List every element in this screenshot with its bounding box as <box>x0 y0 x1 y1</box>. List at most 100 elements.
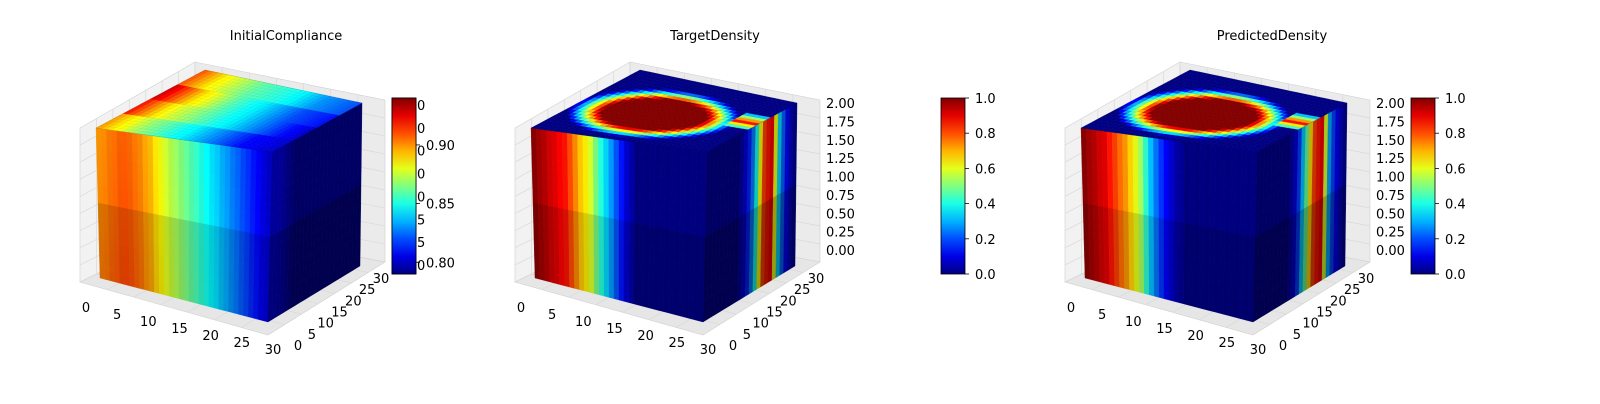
voxel <box>153 185 158 196</box>
voxel <box>1115 276 1120 287</box>
voxel <box>644 215 649 226</box>
voxel <box>553 198 558 209</box>
voxel <box>609 158 614 169</box>
voxel <box>184 260 189 271</box>
voxel <box>609 139 614 150</box>
voxel <box>559 246 564 257</box>
voxel <box>559 265 564 276</box>
voxel <box>107 158 112 168</box>
voxel <box>1134 203 1139 214</box>
voxel <box>1220 189 1225 200</box>
voxel <box>780 263 784 276</box>
voxel <box>1210 187 1215 198</box>
voxel <box>540 261 545 272</box>
voxel <box>569 268 574 279</box>
voxel <box>215 195 220 206</box>
z-tick-label: 0.75 <box>826 189 855 204</box>
voxel <box>639 204 644 215</box>
voxel <box>1169 290 1174 301</box>
voxel <box>619 200 624 211</box>
voxel <box>1209 290 1214 302</box>
y-tick-label: 5 <box>308 328 316 343</box>
voxel <box>1225 221 1230 232</box>
voxel <box>1099 225 1104 236</box>
voxel <box>299 291 303 304</box>
y-tick-label: 0 <box>729 339 737 354</box>
voxel <box>210 154 215 165</box>
voxel <box>604 217 609 228</box>
voxel <box>1092 139 1097 149</box>
voxel <box>655 166 660 177</box>
voxel <box>554 255 559 266</box>
voxel <box>179 199 184 210</box>
voxel <box>569 220 574 231</box>
voxel <box>644 194 649 205</box>
voxel <box>660 218 665 229</box>
voxel <box>558 198 563 209</box>
voxel <box>694 277 699 289</box>
voxel <box>169 286 174 297</box>
voxel <box>568 200 573 211</box>
voxel <box>609 208 614 219</box>
voxel <box>738 288 742 301</box>
voxel <box>220 145 225 156</box>
voxel <box>583 164 588 175</box>
voxel <box>1164 179 1169 190</box>
voxel <box>249 244 254 256</box>
voxel <box>609 258 614 269</box>
voxel <box>148 155 153 166</box>
voxel <box>700 204 705 216</box>
voxel <box>583 174 588 185</box>
voxel <box>240 231 245 242</box>
voxel <box>224 228 229 239</box>
voxel <box>614 159 619 170</box>
voxel <box>98 184 103 194</box>
voxel <box>1133 145 1138 156</box>
voxel <box>1179 262 1184 273</box>
voxel <box>1097 140 1102 150</box>
voxel <box>689 255 694 267</box>
voxel <box>547 159 552 169</box>
voxel <box>199 183 204 194</box>
voxel <box>169 138 174 149</box>
voxel <box>263 310 268 322</box>
voxel <box>329 272 333 285</box>
voxel <box>1184 233 1189 244</box>
voxel <box>149 233 154 244</box>
voxel <box>104 223 109 234</box>
voxel <box>1124 269 1129 280</box>
voxel <box>1098 178 1103 189</box>
voxel <box>144 212 149 223</box>
voxel <box>749 281 753 294</box>
panel-title: TargetDensity <box>669 29 760 44</box>
voxel <box>1200 185 1205 196</box>
voxel <box>562 132 567 142</box>
voxel <box>179 169 184 180</box>
voxel <box>224 280 229 292</box>
voxel <box>1133 135 1138 145</box>
voxel <box>578 154 583 165</box>
voxel <box>1129 270 1134 281</box>
voxel <box>675 231 680 242</box>
voxel <box>117 131 122 141</box>
voxel <box>681 169 686 180</box>
voxel <box>1169 150 1174 161</box>
voxel <box>189 231 194 242</box>
voxel <box>573 201 578 212</box>
voxel <box>1330 263 1334 276</box>
voxel <box>149 252 154 263</box>
voxel <box>1226 169 1231 180</box>
voxel <box>169 237 174 248</box>
voxel <box>1199 226 1204 237</box>
voxel <box>1229 263 1234 275</box>
voxel <box>337 267 341 280</box>
voxel <box>189 191 194 202</box>
voxel <box>184 210 189 221</box>
voxel <box>264 289 269 301</box>
voxel <box>144 270 149 281</box>
voxel <box>1164 139 1169 150</box>
voxel <box>225 146 230 157</box>
voxel <box>660 177 665 188</box>
